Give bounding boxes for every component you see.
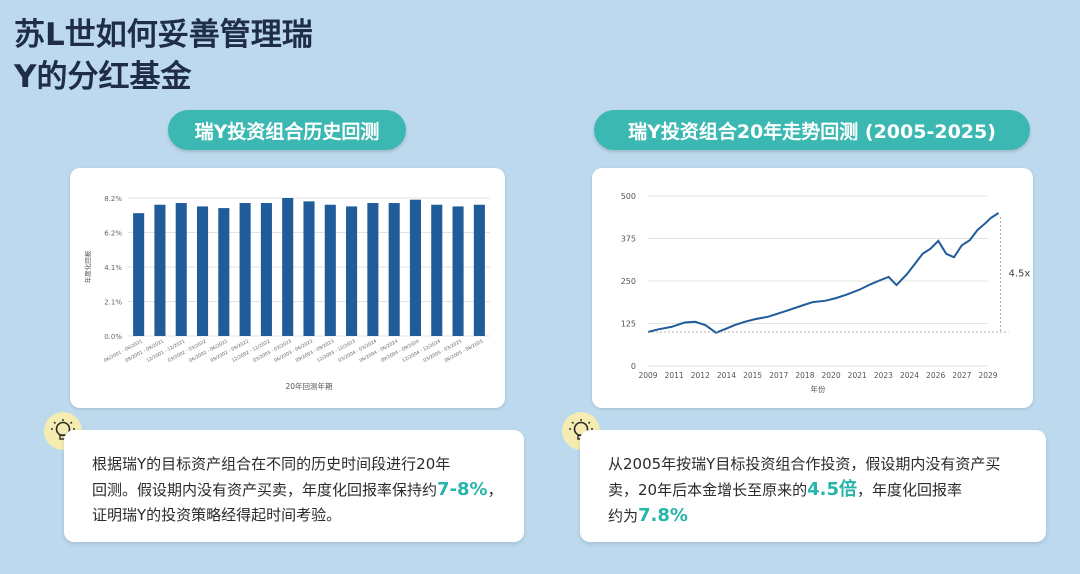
left-section-pill: 瑞Y投资组合历史回测 bbox=[168, 110, 406, 150]
y-axis-label: 年度化回报 bbox=[83, 250, 92, 283]
right-note-highlight-multiple: 4.5倍 bbox=[807, 479, 857, 500]
bar bbox=[388, 203, 400, 336]
left-section-title: 瑞Y投资组合历史回测 bbox=[194, 120, 380, 143]
right-note-line2b: ，年度化回报率 bbox=[856, 481, 962, 499]
left-note-line1: 根据瑞Y的目标资产组合在不同的历史时间段进行20年 bbox=[92, 455, 451, 473]
right-section-title: 瑞Y投资组合20年走势回测 (2005-2025) bbox=[628, 120, 996, 143]
bar bbox=[431, 204, 443, 336]
bar bbox=[218, 208, 230, 336]
x-tick-label: 12/2002 - 12/2022 bbox=[231, 338, 272, 363]
bar bbox=[133, 213, 145, 336]
x-tick-label: 03/2003 - 03/2023 bbox=[252, 338, 293, 363]
x-tick-label: 2018 bbox=[795, 371, 814, 380]
x-tick-label: 2014 bbox=[717, 371, 736, 380]
y-tick-label: 0.0% bbox=[104, 333, 122, 341]
x-tick-label: 06/2001 - 06/2021 bbox=[103, 338, 144, 363]
y-tick-label: 6.2% bbox=[104, 230, 122, 238]
x-tick-label: 2021 bbox=[848, 371, 867, 380]
x-tick-label: 03/2004 - 03/2024 bbox=[337, 338, 378, 363]
y-tick-label: 2.1% bbox=[104, 299, 122, 307]
x-tick-label: 2024 bbox=[900, 371, 919, 380]
x-tick-label: 2017 bbox=[769, 371, 788, 380]
page-title-line1: 苏L世如何妥善管理瑞 bbox=[14, 17, 313, 53]
x-tick-label: 09/2004 - 09/2024 bbox=[380, 338, 421, 363]
x-tick-label: 2029 bbox=[978, 371, 997, 380]
left-note-highlight: 7-8% bbox=[437, 479, 488, 500]
bar bbox=[324, 204, 336, 336]
left-note: 根据瑞Y的目标资产组合在不同的历史时间段进行20年 回测。假设期内没有资产买卖，… bbox=[64, 430, 524, 542]
x-tick-label: 12/2003 - 12/2023 bbox=[316, 338, 357, 363]
x-axis-label: 20年回测年期 bbox=[285, 381, 332, 391]
x-tick-label: 2026 bbox=[926, 371, 945, 380]
bar bbox=[196, 206, 209, 336]
x-tick-label: 12/2001 - 12/2021 bbox=[146, 338, 187, 363]
y-tick-label: 0 bbox=[631, 362, 636, 371]
x-tick-label: 09/2001 - 09/2021 bbox=[124, 338, 165, 363]
x-tick-label: 2023 bbox=[874, 371, 893, 380]
y-tick-label: 250 bbox=[621, 277, 636, 286]
bar bbox=[346, 206, 358, 336]
y-tick-label: 8.2% bbox=[104, 195, 122, 203]
bar bbox=[239, 203, 251, 336]
right-note-line3: 约为 bbox=[608, 507, 639, 525]
right-note-line2: 卖，20年后本金增长至原来的 bbox=[608, 481, 808, 499]
bar bbox=[367, 203, 379, 336]
x-tick-label: 06/2002 - 06/2022 bbox=[188, 338, 229, 363]
right-section-pill: 瑞Y投资组合20年走势回测 (2005-2025) bbox=[594, 110, 1030, 150]
right-note: 从2005年按瑞Y目标投资组合作投资，假设期内没有资产买 卖，20年后本金增长至… bbox=[580, 430, 1046, 542]
series-line bbox=[647, 212, 1000, 334]
page-title: 苏L世如何妥善管理瑞 Y的分红基金 bbox=[14, 14, 394, 98]
bar bbox=[409, 199, 422, 336]
x-tick-label: 2020 bbox=[822, 371, 841, 380]
right-note-highlight-rate: 7.8% bbox=[638, 505, 688, 526]
y-tick-label: 375 bbox=[621, 235, 636, 244]
x-tick-label: 2015 bbox=[743, 371, 762, 380]
left-note-line2: 回测。假设期内没有资产买卖，年度化回报率保持约 bbox=[92, 481, 438, 499]
right-note-line1: 从2005年按瑞Y目标投资组合作投资，假设期内没有资产买 bbox=[608, 455, 1001, 473]
x-tick-label: 2027 bbox=[952, 371, 971, 380]
y-tick-label: 125 bbox=[621, 320, 636, 329]
y-tick-label: 500 bbox=[621, 192, 636, 201]
bar bbox=[154, 204, 166, 336]
x-tick-label: 12/2004 - 12/2024 bbox=[401, 338, 442, 363]
bar-chart: 0.0%2.1%4.1%6.2%8.2%06/2001 - 06/202109/… bbox=[83, 195, 490, 391]
x-tick-label: 2009 bbox=[638, 371, 657, 380]
bar-chart-card: 0.0% 2.1% 4.1% 6.2% 8.2% 06/2001 - 06/2021 09/… bbox=[70, 168, 505, 408]
left-note-line3: 证明瑞Y的投资策略经得起时间考验。 bbox=[92, 506, 342, 524]
bar bbox=[175, 203, 187, 336]
bar bbox=[303, 201, 315, 336]
annotation-label: 4.5x bbox=[1008, 269, 1030, 280]
x-tick-label: 06/2004 - 06/2024 bbox=[359, 338, 400, 363]
bar bbox=[260, 203, 272, 336]
bar bbox=[452, 206, 464, 336]
bar bbox=[473, 204, 485, 336]
x-tick-label: 06/2003 - 06/2023 bbox=[273, 338, 314, 363]
x-tick-label: 09/2003 - 09/2023 bbox=[295, 338, 336, 363]
x-tick-label: 2011 bbox=[665, 371, 684, 380]
x-tick-label: 06/2005 - 06/2025 bbox=[444, 338, 485, 363]
y-tick-label: 4.1% bbox=[104, 264, 122, 272]
line-chart: 0 125 250 375 500 2009 2011 2012 2014 2015 2017 201… bbox=[621, 192, 1031, 394]
x-tick-label: 03/2005 - 03/2025 bbox=[422, 338, 463, 363]
page-title-line2: Y的分红基金 bbox=[14, 59, 192, 95]
x-tick-label: 09/2002 - 09/2022 bbox=[209, 338, 250, 363]
bar bbox=[282, 198, 294, 336]
x-tick-label: 2012 bbox=[691, 371, 710, 380]
x-axis-label: 年份 bbox=[811, 384, 826, 394]
x-tick-label: 03/2002 - 03/2022 bbox=[167, 338, 208, 363]
line-chart-card: 0 125 250 375 500 2009 2011 2012 2014 2015 2017 201… bbox=[592, 168, 1033, 408]
